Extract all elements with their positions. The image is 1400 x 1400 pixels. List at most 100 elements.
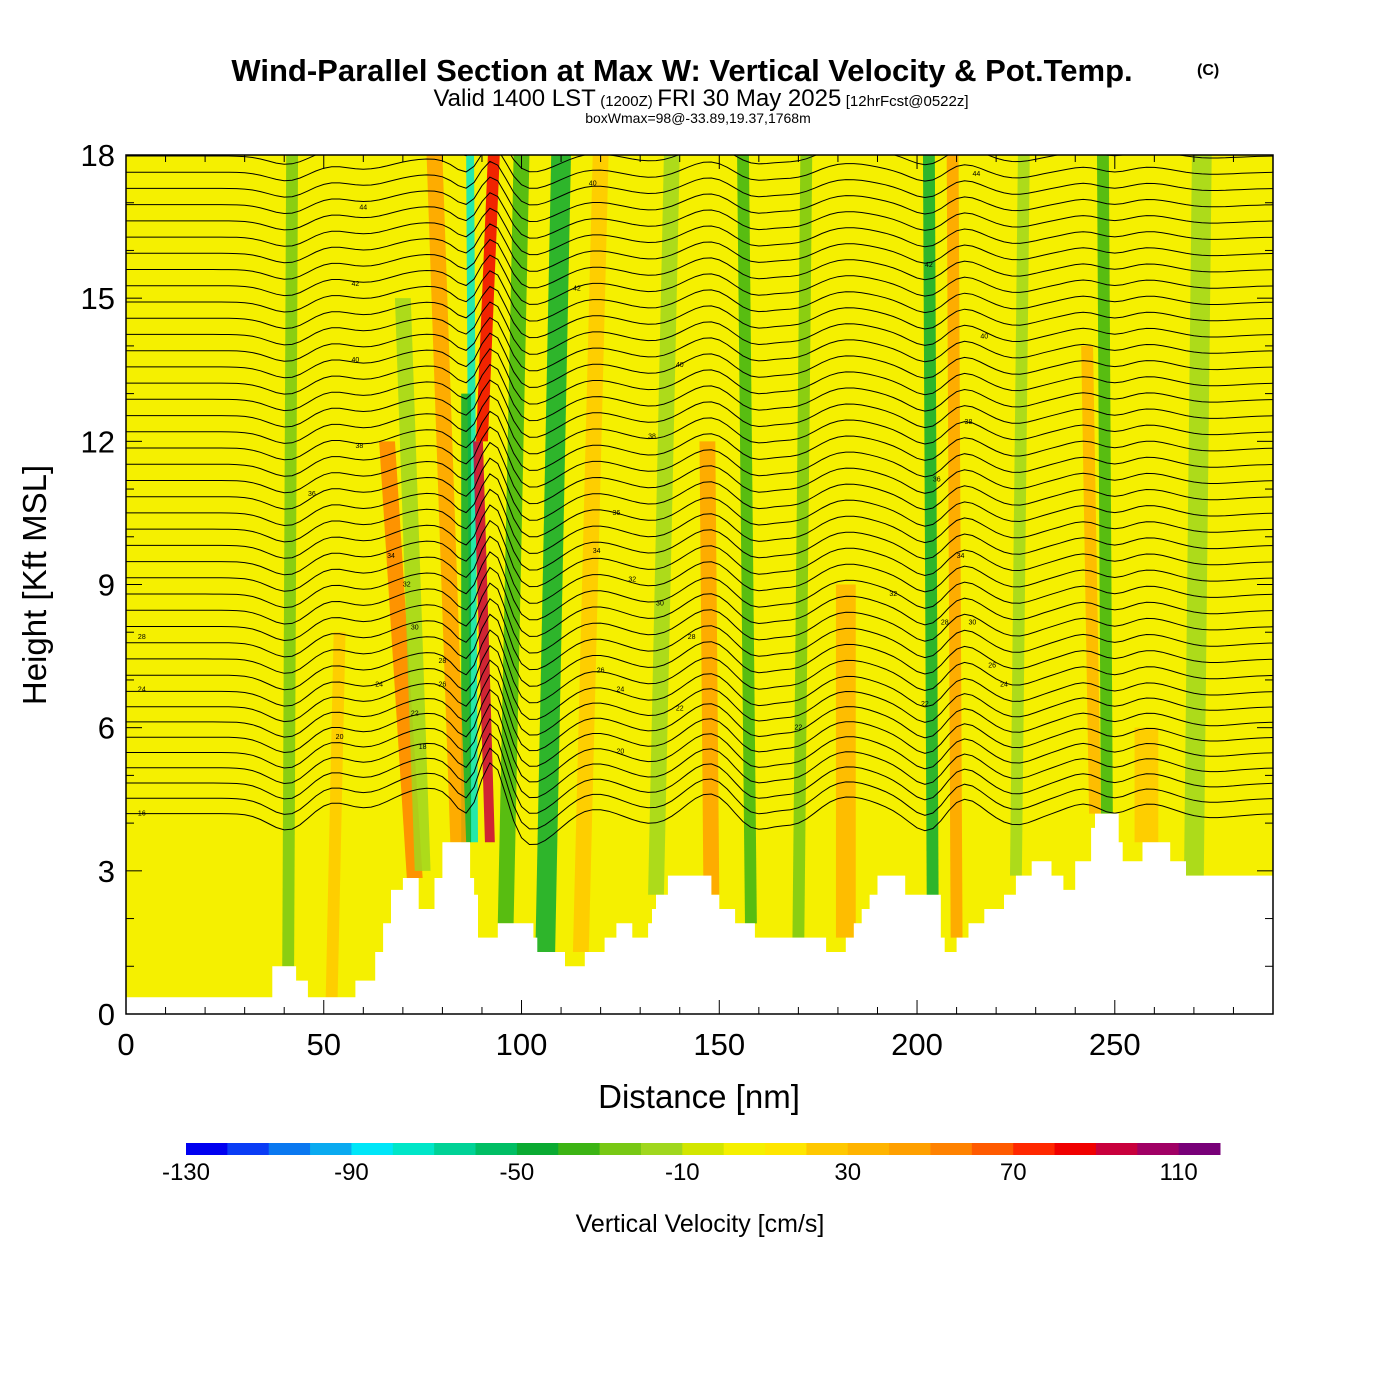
isentrope-6 xyxy=(126,688,1273,767)
contour-label-18: 40 xyxy=(589,181,597,188)
contour-label-7: 32 xyxy=(403,582,411,589)
contour-label-1: 44 xyxy=(359,204,367,211)
contour-label-17: 16 xyxy=(138,811,146,818)
isentrope-39 xyxy=(126,176,1273,223)
velocity-band-8 xyxy=(394,298,431,871)
contour-label-29: 22 xyxy=(676,706,684,713)
velocity-band-22 xyxy=(1081,345,1101,814)
colorbar-swatch xyxy=(516,1143,559,1155)
isentrope-24 xyxy=(126,410,1273,471)
colorbar-swatch xyxy=(434,1143,477,1155)
contour-label-37: 34 xyxy=(957,553,965,560)
x-axis: 0 50 100 150 200 250 xyxy=(117,155,1274,1062)
contour-label-6: 34 xyxy=(387,553,395,560)
isentrope-32 xyxy=(126,285,1273,339)
chart-title: Wind-Parallel Section at Max W: Vertical… xyxy=(231,53,1132,88)
isentrope-16 xyxy=(126,535,1273,604)
plot-area: 44 42 40 38 36 34 32 30 28 26 24 22 20 18 28 24 16 40 42 40… xyxy=(126,155,1273,1014)
contour-label-19: 42 xyxy=(573,286,581,293)
isentrope-5 xyxy=(126,703,1273,783)
colorbar-swatch xyxy=(723,1143,766,1155)
colorbar-swatch xyxy=(1137,1143,1180,1155)
colorbar-tick-label: -10 xyxy=(665,1159,700,1186)
velocity-band-15 xyxy=(737,155,757,924)
velocity-band-10 xyxy=(325,632,346,998)
colorbar-swatch xyxy=(475,1143,518,1155)
colorbar-swatch xyxy=(765,1143,807,1155)
contour-label-26: 28 xyxy=(688,634,696,641)
isentrope-31 xyxy=(126,301,1273,355)
isentrope-20 xyxy=(126,473,1273,538)
colorbar-swatch xyxy=(227,1143,270,1155)
contour-label-8: 30 xyxy=(411,624,419,631)
isentrope-3 xyxy=(126,732,1273,814)
contour-label-34: 40 xyxy=(980,333,988,340)
x-tick-label: 0 xyxy=(117,1027,134,1062)
contour-label-36: 36 xyxy=(933,477,941,484)
contour-label-30: 20 xyxy=(616,749,624,756)
colorbar-swatch xyxy=(847,1143,890,1155)
contour-label-31: 22 xyxy=(794,725,802,732)
velocity-band-16 xyxy=(792,155,813,938)
contour-label-40: 28 xyxy=(941,620,949,627)
colorbar-tick-label: -130 xyxy=(162,1159,210,1186)
contour-label-35: 38 xyxy=(965,419,973,426)
colorbar-swatch xyxy=(682,1143,725,1155)
contour-label-27: 26 xyxy=(597,667,605,674)
velocity-band-14 xyxy=(699,441,720,895)
isentrope-9 xyxy=(126,644,1273,720)
colorbar-swatch xyxy=(889,1143,931,1155)
contour-label-22: 36 xyxy=(613,510,621,517)
isentrope-8 xyxy=(126,659,1273,736)
potential-temperature-contours xyxy=(126,155,1273,846)
isentrope-12 xyxy=(126,597,1273,671)
x-tick-label: 50 xyxy=(307,1027,341,1062)
contour-label-11: 24 xyxy=(375,682,383,689)
x-tick-label: 150 xyxy=(693,1027,745,1062)
contour-label-32: 44 xyxy=(972,171,980,178)
velocity-band-5 xyxy=(497,155,530,924)
isentrope-30 xyxy=(126,316,1273,372)
contour-label-16: 24 xyxy=(138,686,146,693)
colorbar-tick-label: 70 xyxy=(1000,1159,1027,1186)
velocity-band-23 xyxy=(1134,727,1159,843)
y-tick-label: 15 xyxy=(81,281,115,316)
isentrope-28 xyxy=(126,348,1273,405)
isentrope-15 xyxy=(126,551,1273,621)
contour-label-5: 36 xyxy=(308,491,316,498)
velocity-band-18 xyxy=(922,155,939,938)
contour-label-2: 42 xyxy=(352,281,360,288)
isentrope-2 xyxy=(126,747,1273,830)
y-tick-label: 0 xyxy=(98,997,115,1032)
isentrope-29 xyxy=(126,332,1273,388)
isentrope-27 xyxy=(126,363,1273,422)
contour-label-20: 40 xyxy=(676,362,684,369)
colorbar-swatch xyxy=(806,1143,849,1155)
velocity-band-4 xyxy=(476,155,500,442)
isentrope-14 xyxy=(126,566,1273,637)
velocity-band-2 xyxy=(461,393,472,843)
x-axis-label: Distance [nm] xyxy=(598,1078,800,1115)
contour-label-14: 18 xyxy=(419,744,427,751)
contour-labels: 44 42 40 38 36 34 32 30 28 26 24 22 20 18 28 24 16 40 42 40… xyxy=(138,171,1008,817)
velocity-band-13 xyxy=(648,155,680,895)
velocity-band-19 xyxy=(946,155,963,938)
contour-label-42: 24 xyxy=(1000,682,1008,689)
x-tick-label: 250 xyxy=(1089,1027,1141,1062)
velocity-band-21 xyxy=(1096,155,1113,814)
isentrope-1 xyxy=(126,762,1273,846)
isentrope-19 xyxy=(126,488,1273,554)
contour-label-10: 26 xyxy=(439,682,447,689)
isentrope-7 xyxy=(126,674,1273,752)
isentrope-22 xyxy=(126,441,1273,505)
colorbar-swatch xyxy=(599,1143,642,1155)
colorbar-swatch xyxy=(1054,1143,1097,1155)
isentrope-13 xyxy=(126,582,1273,654)
colorbar-tick-label: 30 xyxy=(834,1159,861,1186)
colorbar-swatch xyxy=(640,1143,683,1155)
y-tick-label: 9 xyxy=(98,568,115,603)
colorbar-swatch xyxy=(1178,1143,1221,1155)
colorbar-swatch xyxy=(268,1143,311,1155)
contour-label-12: 22 xyxy=(411,710,419,717)
